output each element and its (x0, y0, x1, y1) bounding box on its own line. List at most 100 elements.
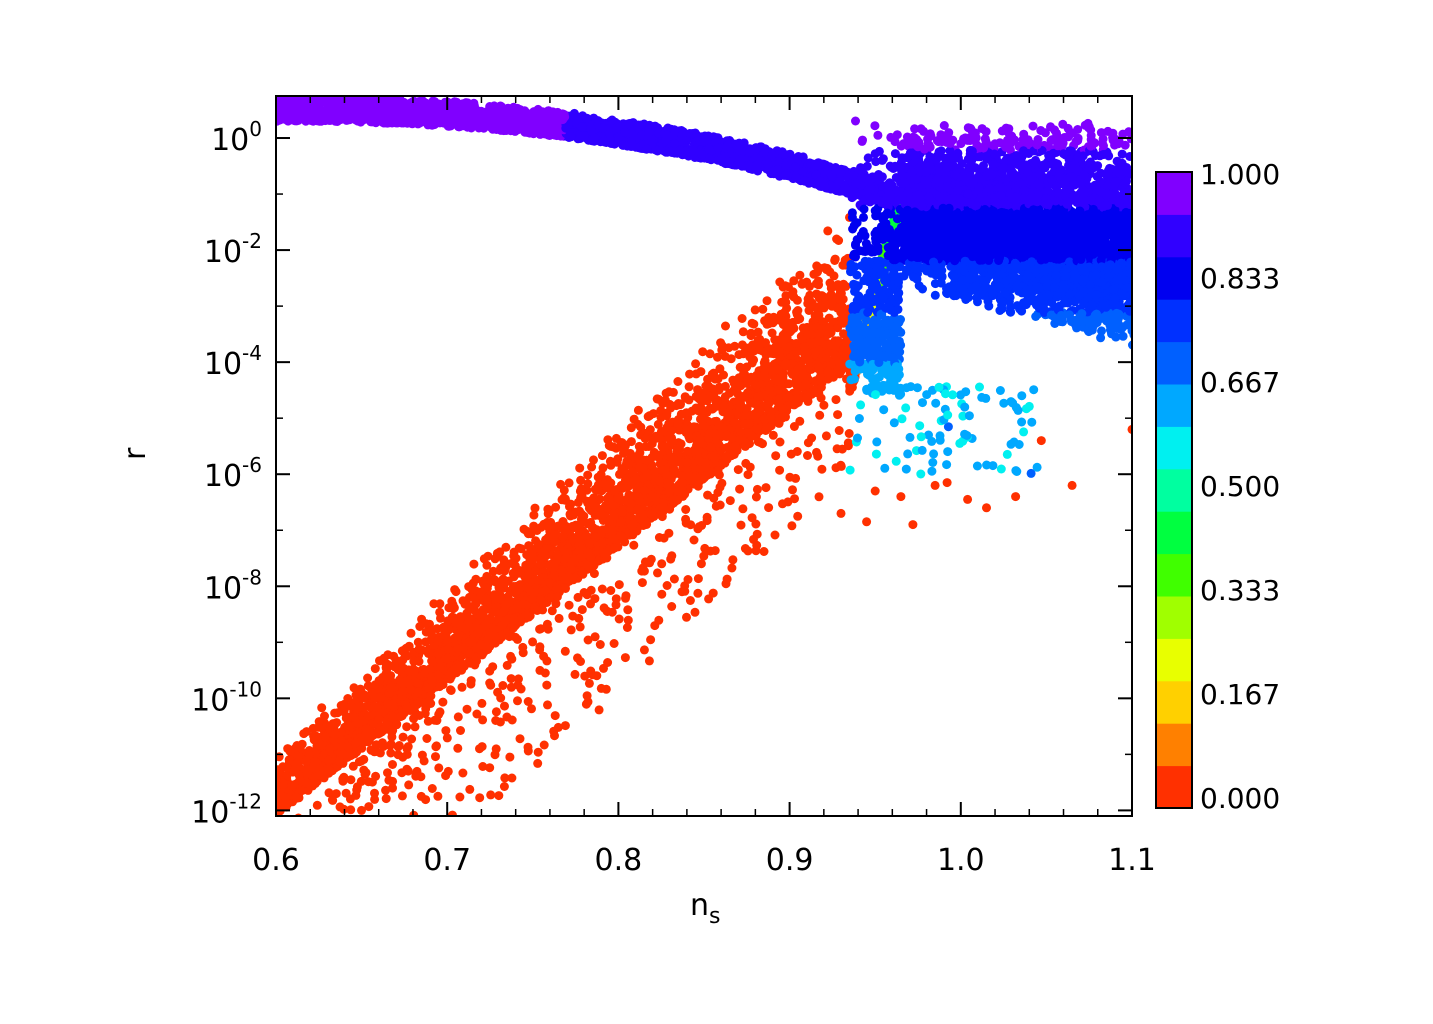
data-point (498, 681, 508, 690)
data-point (592, 671, 602, 681)
data-point (667, 602, 677, 611)
data-point (790, 367, 800, 377)
data-point (427, 675, 437, 685)
data-point (705, 349, 715, 359)
data-point (530, 566, 540, 576)
data-point (705, 428, 715, 438)
data-point (832, 444, 842, 454)
data-point (383, 699, 393, 709)
data-point (314, 717, 324, 727)
data-point (749, 319, 759, 329)
data-point (576, 475, 586, 485)
data-point (589, 455, 598, 465)
data-point (758, 439, 767, 449)
data-point (539, 651, 549, 661)
data-point (834, 426, 844, 435)
data-point (583, 479, 593, 489)
data-point (387, 727, 397, 737)
data-point (831, 395, 841, 405)
data-point (590, 484, 600, 494)
data-point (832, 234, 842, 244)
data-point (495, 717, 505, 727)
data-point (671, 494, 681, 504)
data-point (426, 629, 436, 639)
data-point (435, 707, 445, 717)
data-point (516, 684, 526, 694)
data-point (831, 463, 841, 473)
data-point (738, 327, 748, 337)
data-point (309, 731, 319, 741)
data-point (427, 784, 437, 793)
data-point (709, 451, 719, 461)
data-point (456, 726, 465, 735)
data-point (518, 642, 528, 652)
data-point (416, 772, 426, 782)
data-point (689, 535, 699, 545)
data-point (515, 734, 525, 744)
data-point (544, 560, 554, 570)
data-point (477, 698, 487, 708)
data-point (292, 741, 302, 750)
data-point (433, 636, 442, 646)
data-point (386, 748, 396, 758)
data-point (488, 608, 498, 618)
data-point (541, 535, 551, 545)
data-point (446, 685, 455, 695)
data-point (509, 551, 519, 561)
data-point (685, 369, 695, 379)
data-point (435, 607, 445, 617)
data-point (792, 309, 802, 319)
data-point (638, 463, 648, 473)
data-point (492, 552, 502, 562)
data-point (671, 467, 681, 477)
data-point (656, 426, 666, 436)
data-point (499, 782, 509, 791)
data-point (566, 511, 575, 521)
data-point (291, 792, 301, 802)
data-point (711, 501, 721, 511)
data-point (662, 581, 672, 590)
data-point (549, 570, 559, 580)
data-point (402, 744, 412, 754)
data-point (662, 408, 672, 418)
data-point (539, 740, 549, 750)
data-point (578, 568, 588, 578)
data-point (616, 517, 626, 527)
data-point (441, 771, 451, 781)
data-point (696, 559, 706, 569)
data-point (734, 350, 744, 360)
data-point (333, 708, 343, 718)
data-point (803, 438, 813, 448)
data-point (779, 308, 789, 318)
data-point (553, 722, 563, 732)
data-point (737, 340, 747, 350)
data-point (507, 715, 517, 725)
data-point (325, 744, 335, 754)
data-point (725, 496, 735, 506)
data-point (575, 463, 585, 473)
data-point (471, 598, 480, 608)
data-point (691, 391, 701, 401)
data-point (439, 626, 449, 635)
data-point (814, 310, 824, 320)
data-point (768, 430, 778, 440)
data-point (276, 799, 286, 809)
data-point (458, 768, 468, 778)
data-point (716, 338, 726, 348)
data-point (793, 511, 803, 521)
data-point (357, 805, 366, 815)
data-point (370, 664, 380, 674)
data-point (633, 504, 643, 514)
data-point (636, 497, 646, 506)
data-point (737, 314, 747, 323)
data-point (343, 720, 353, 730)
data-point (462, 704, 472, 714)
data-point (844, 429, 854, 438)
data-point (435, 682, 445, 692)
data-point (579, 511, 589, 521)
data-point (683, 575, 693, 584)
data-point (433, 791, 443, 801)
data-point (584, 678, 594, 688)
data-point (707, 369, 717, 379)
data-point (488, 662, 498, 672)
